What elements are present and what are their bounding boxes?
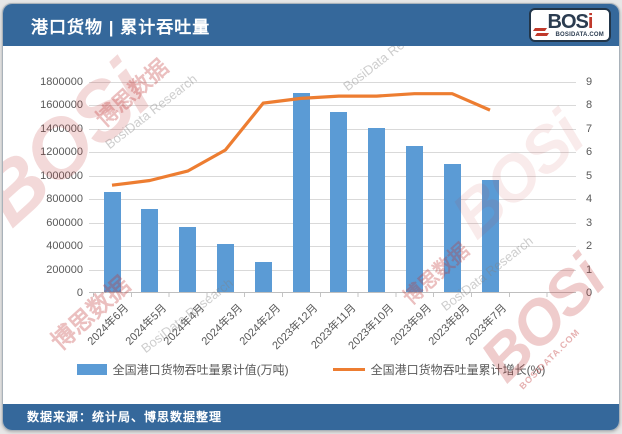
logo-stripes-icon (532, 28, 550, 37)
legend-line-label: 全国港口货物吞吐量累计增长(%) (370, 363, 546, 377)
bar (292, 93, 310, 292)
bar (443, 163, 461, 292)
right-axis-label: 6 (586, 146, 593, 159)
left-axis-label: 1000000 (40, 169, 83, 182)
left-axis-label: 1200000 (40, 146, 83, 159)
x-axis-ticks (93, 293, 576, 297)
legend-item-line: 全国港口货物吞吐量累计增长(%) (332, 361, 546, 378)
logo-domain: BOSIDATA.COM (555, 32, 604, 38)
bar (368, 127, 386, 292)
right-axis-label: 1 (586, 263, 593, 276)
data-source-text: 数据来源：统计局、博思数据整理 (27, 410, 223, 424)
right-axis-label: 0 (586, 287, 593, 299)
right-axis-label: 9 (586, 76, 593, 88)
gridline (89, 82, 576, 83)
watermark-domain-bottomright: BOSIDATA.COM (517, 326, 582, 392)
left-axis-label: 600000 (46, 216, 83, 229)
page-title: 港口货物 | 累计吞吐量 (31, 17, 211, 37)
chart-legend: 全国港口货物吞吐量累计值(万吨) 全国港口货物吞吐量累计增长(%) (3, 361, 619, 378)
left-axis-label: 1600000 (40, 99, 83, 112)
right-axis-label: 5 (586, 169, 593, 182)
logo-text: BOSi (547, 11, 594, 33)
bar (254, 261, 272, 292)
footer-bar: 数据来源：统计局、博思数据整理 (3, 404, 619, 430)
bar (330, 111, 348, 292)
header-bar: 港口货物 | 累计吞吐量 BOSi BOSIDATA.COM (3, 4, 619, 46)
left-axis-label: 0 (76, 287, 83, 299)
right-axis-label: 4 (586, 193, 593, 206)
bar (481, 179, 499, 292)
left-axis-label: 800000 (46, 193, 83, 206)
plot-area (89, 82, 576, 293)
bar-swatch-icon (76, 364, 107, 375)
left-axis-label: 1400000 (40, 122, 83, 135)
bosidata-logo: BOSi BOSIDATA.COM (529, 8, 611, 42)
bar (405, 146, 423, 292)
right-axis-label: 3 (586, 216, 593, 229)
left-axis-label: 400000 (46, 240, 83, 253)
bar (179, 227, 197, 292)
legend-item-bar: 全国港口货物吞吐量累计值(万吨) (76, 361, 289, 378)
left-axis-label: 200000 (46, 263, 83, 276)
line-swatch-icon (332, 368, 365, 371)
bar (103, 191, 121, 292)
bar (216, 244, 234, 292)
left-axis-label: 1800000 (40, 76, 83, 88)
legend-bar-label: 全国港口货物吞吐量累计值(万吨) (112, 363, 289, 377)
growth-line (111, 92, 491, 187)
gridline (89, 105, 576, 107)
bar (141, 209, 159, 292)
right-axis-label: 7 (586, 122, 593, 135)
right-axis-label: 8 (586, 99, 593, 112)
chart-card: 港口货物 | 累计吞吐量 BOSi BOSIDATA.COM BOSi 博思数据… (2, 3, 620, 431)
chart-region: BOSi 博思数据 BosiData Research BosiData Res… (3, 46, 619, 404)
right-axis-label: 2 (586, 240, 593, 253)
